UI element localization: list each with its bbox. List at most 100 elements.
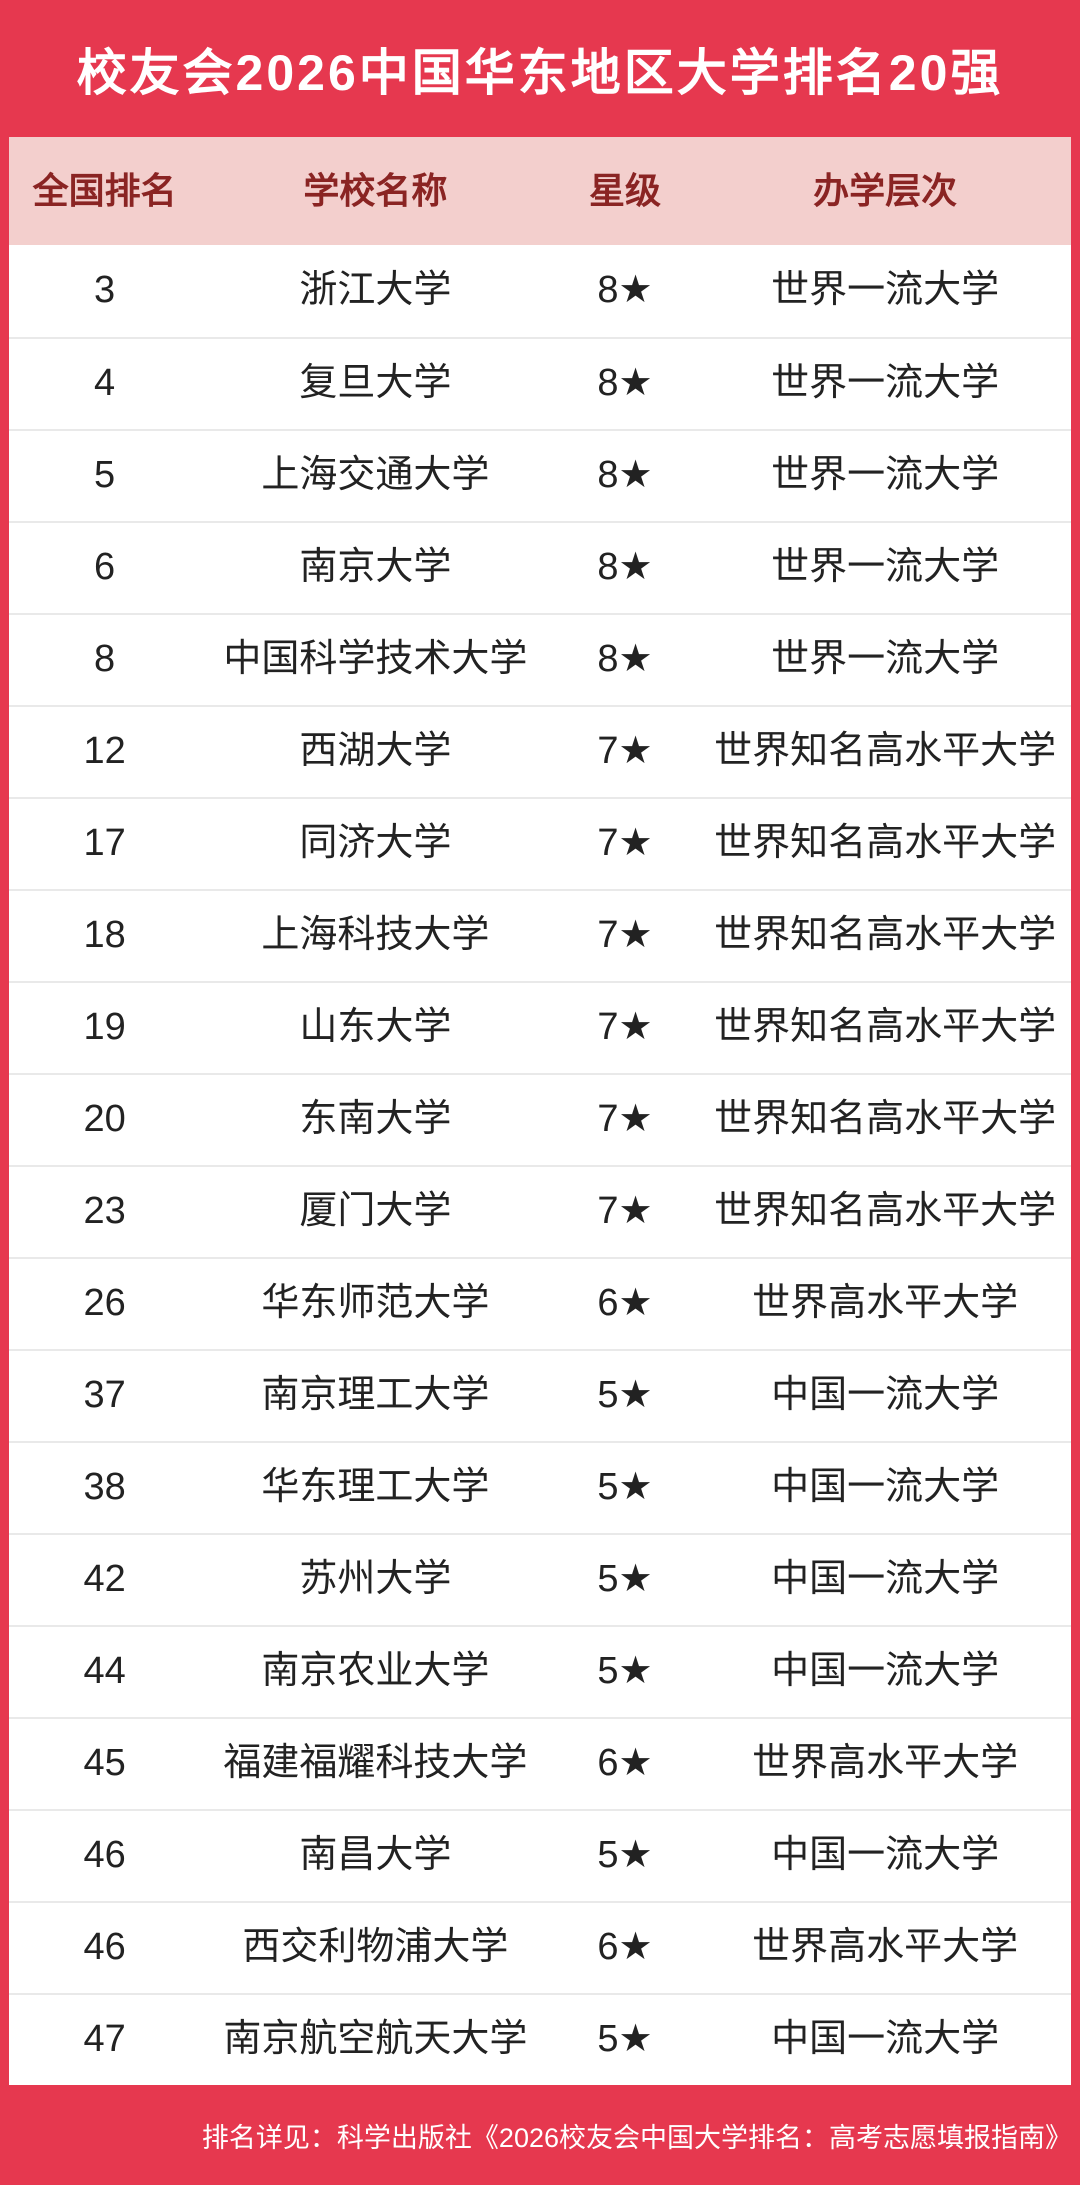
tier-cell: 中国一流大学: [771, 1466, 1000, 1509]
tier-cell: 世界一流大学: [771, 546, 1000, 589]
school-cell: 复旦大学: [299, 362, 452, 405]
stars-cell: 5★: [597, 1650, 653, 1693]
school-cell: 厦门大学: [299, 1190, 452, 1233]
table-row: 6 南京大学 8★ 世界一流大学: [9, 521, 1071, 613]
tier-cell: 中国一流大学: [771, 1834, 1000, 1877]
table-row: 26 华东师范大学 6★ 世界高水平大学: [9, 1257, 1071, 1349]
stars-cell: 8★: [597, 638, 653, 681]
tier-cell: 世界高水平大学: [752, 1926, 1019, 1969]
tier-cell: 世界知名高水平大学: [714, 914, 1057, 957]
table-row: 12 西湖大学 7★ 世界知名高水平大学: [9, 705, 1071, 797]
tier-cell: 世界知名高水平大学: [714, 822, 1057, 865]
tier-cell: 世界高水平大学: [752, 1282, 1019, 1325]
school-cell: 南京大学: [299, 546, 452, 589]
column-header-school: 学校名称: [303, 170, 448, 212]
table-header-row: 全国排名 学校名称 星级 办学层次: [9, 137, 1071, 245]
tier-cell: 世界知名高水平大学: [714, 1098, 1057, 1141]
column-header-stars: 星级: [588, 170, 661, 212]
stars-cell: 8★: [597, 362, 653, 405]
rank-cell: 37: [83, 1374, 126, 1417]
tier-cell: 世界一流大学: [771, 638, 1000, 681]
stars-cell: 5★: [597, 1558, 653, 1601]
table-row: 45 福建福耀科技大学 6★ 世界高水平大学: [9, 1717, 1071, 1809]
school-cell: 福建福耀科技大学: [223, 1742, 528, 1785]
school-cell: 南京理工大学: [261, 1374, 490, 1417]
rank-cell: 3: [94, 269, 116, 312]
stars-cell: 5★: [597, 2018, 653, 2061]
stars-cell: 7★: [597, 1006, 653, 1049]
tier-cell: 世界知名高水平大学: [714, 730, 1057, 773]
column-header-tier: 办学层次: [813, 170, 958, 212]
tier-cell: 世界一流大学: [771, 454, 1000, 497]
ranking-table: 全国排名 学校名称 星级 办学层次 3 浙江大学 8★ 世界一流大学 4 复旦大…: [9, 137, 1071, 2085]
table-row: 46 西交利物浦大学 6★ 世界高水平大学: [9, 1901, 1071, 1993]
rank-cell: 8: [94, 638, 116, 681]
table-row: 42 苏州大学 5★ 中国一流大学: [9, 1533, 1071, 1625]
rank-cell: 46: [83, 1834, 126, 1877]
rank-cell: 19: [83, 1006, 126, 1049]
rank-cell: 5: [94, 454, 116, 497]
rank-cell: 38: [83, 1466, 126, 1509]
stars-cell: 7★: [597, 822, 653, 865]
tier-cell: 世界知名高水平大学: [714, 1006, 1057, 1049]
table-row: 5 上海交通大学 8★ 世界一流大学: [9, 429, 1071, 521]
stars-cell: 7★: [597, 914, 653, 957]
tier-cell: 中国一流大学: [771, 2018, 1000, 2061]
tier-cell: 世界高水平大学: [752, 1742, 1019, 1785]
rank-cell: 42: [83, 1558, 126, 1601]
table-body: 3 浙江大学 8★ 世界一流大学 4 复旦大学 8★ 世界一流大学 5 上海交通…: [9, 245, 1071, 2085]
tier-cell: 世界一流大学: [771, 269, 1000, 312]
table-row: 3 浙江大学 8★ 世界一流大学: [9, 245, 1071, 337]
tier-cell: 世界一流大学: [771, 362, 1000, 405]
stars-cell: 8★: [597, 454, 653, 497]
table-row: 46 南昌大学 5★ 中国一流大学: [9, 1809, 1071, 1901]
table-row: 17 同济大学 7★ 世界知名高水平大学: [9, 797, 1071, 889]
table-row: 8 中国科学技术大学 8★ 世界一流大学: [9, 613, 1071, 705]
table-row: 20 东南大学 7★ 世界知名高水平大学: [9, 1073, 1071, 1165]
rank-cell: 4: [94, 362, 116, 405]
rank-cell: 20: [83, 1098, 126, 1141]
footer-note: 排名详见：科学出版社《2026校友会中国大学排名：高考志愿填报指南》: [201, 2122, 1072, 2153]
table-row: 23 厦门大学 7★ 世界知名高水平大学: [9, 1165, 1071, 1257]
school-cell: 华东师范大学: [261, 1282, 490, 1325]
rank-cell: 12: [83, 730, 126, 773]
table-row: 44 南京农业大学 5★ 中国一流大学: [9, 1625, 1071, 1717]
school-cell: 西交利物浦大学: [242, 1926, 509, 1969]
page-title: 校友会2026中国华东地区大学排名20强: [76, 44, 1004, 101]
stars-cell: 7★: [597, 1098, 653, 1141]
school-cell: 同济大学: [299, 822, 452, 865]
rank-cell: 6: [94, 546, 116, 589]
table-row: 4 复旦大学 8★ 世界一流大学: [9, 337, 1071, 429]
tier-cell: 世界知名高水平大学: [714, 1190, 1057, 1233]
rank-cell: 44: [83, 1650, 126, 1693]
table-row: 19 山东大学 7★ 世界知名高水平大学: [9, 981, 1071, 1073]
school-cell: 浙江大学: [299, 269, 452, 312]
rank-cell: 45: [83, 1742, 126, 1785]
column-header-rank: 全国排名: [32, 170, 177, 212]
school-cell: 南昌大学: [299, 1834, 452, 1877]
table-row: 37 南京理工大学 5★ 中国一流大学: [9, 1349, 1071, 1441]
table-row: 47 南京航空航天大学 5★ 中国一流大学: [9, 1993, 1071, 2085]
stars-cell: 8★: [597, 269, 653, 312]
school-cell: 苏州大学: [299, 1558, 452, 1601]
rank-cell: 26: [83, 1282, 126, 1325]
school-cell: 山东大学: [299, 1006, 452, 1049]
table-row: 38 华东理工大学 5★ 中国一流大学: [9, 1441, 1071, 1533]
stars-cell: 6★: [597, 1742, 653, 1785]
rank-cell: 46: [83, 1926, 126, 1969]
school-cell: 上海科技大学: [261, 914, 490, 957]
rank-cell: 17: [83, 822, 126, 865]
stars-cell: 6★: [597, 1926, 653, 1969]
rank-cell: 18: [83, 914, 126, 957]
tier-cell: 中国一流大学: [771, 1558, 1000, 1601]
stars-cell: 5★: [597, 1834, 653, 1877]
footer: 排名详见：科学出版社《2026校友会中国大学排名：高考志愿填报指南》: [0, 2085, 1080, 2185]
school-cell: 上海交通大学: [261, 454, 490, 497]
title-banner: 校友会2026中国华东地区大学排名20强: [0, 0, 1080, 137]
rank-cell: 23: [83, 1190, 126, 1233]
stars-cell: 6★: [597, 1282, 653, 1325]
stars-cell: 5★: [597, 1374, 653, 1417]
stars-cell: 7★: [597, 730, 653, 773]
school-cell: 中国科学技术大学: [223, 638, 528, 681]
school-cell: 华东理工大学: [261, 1466, 490, 1509]
